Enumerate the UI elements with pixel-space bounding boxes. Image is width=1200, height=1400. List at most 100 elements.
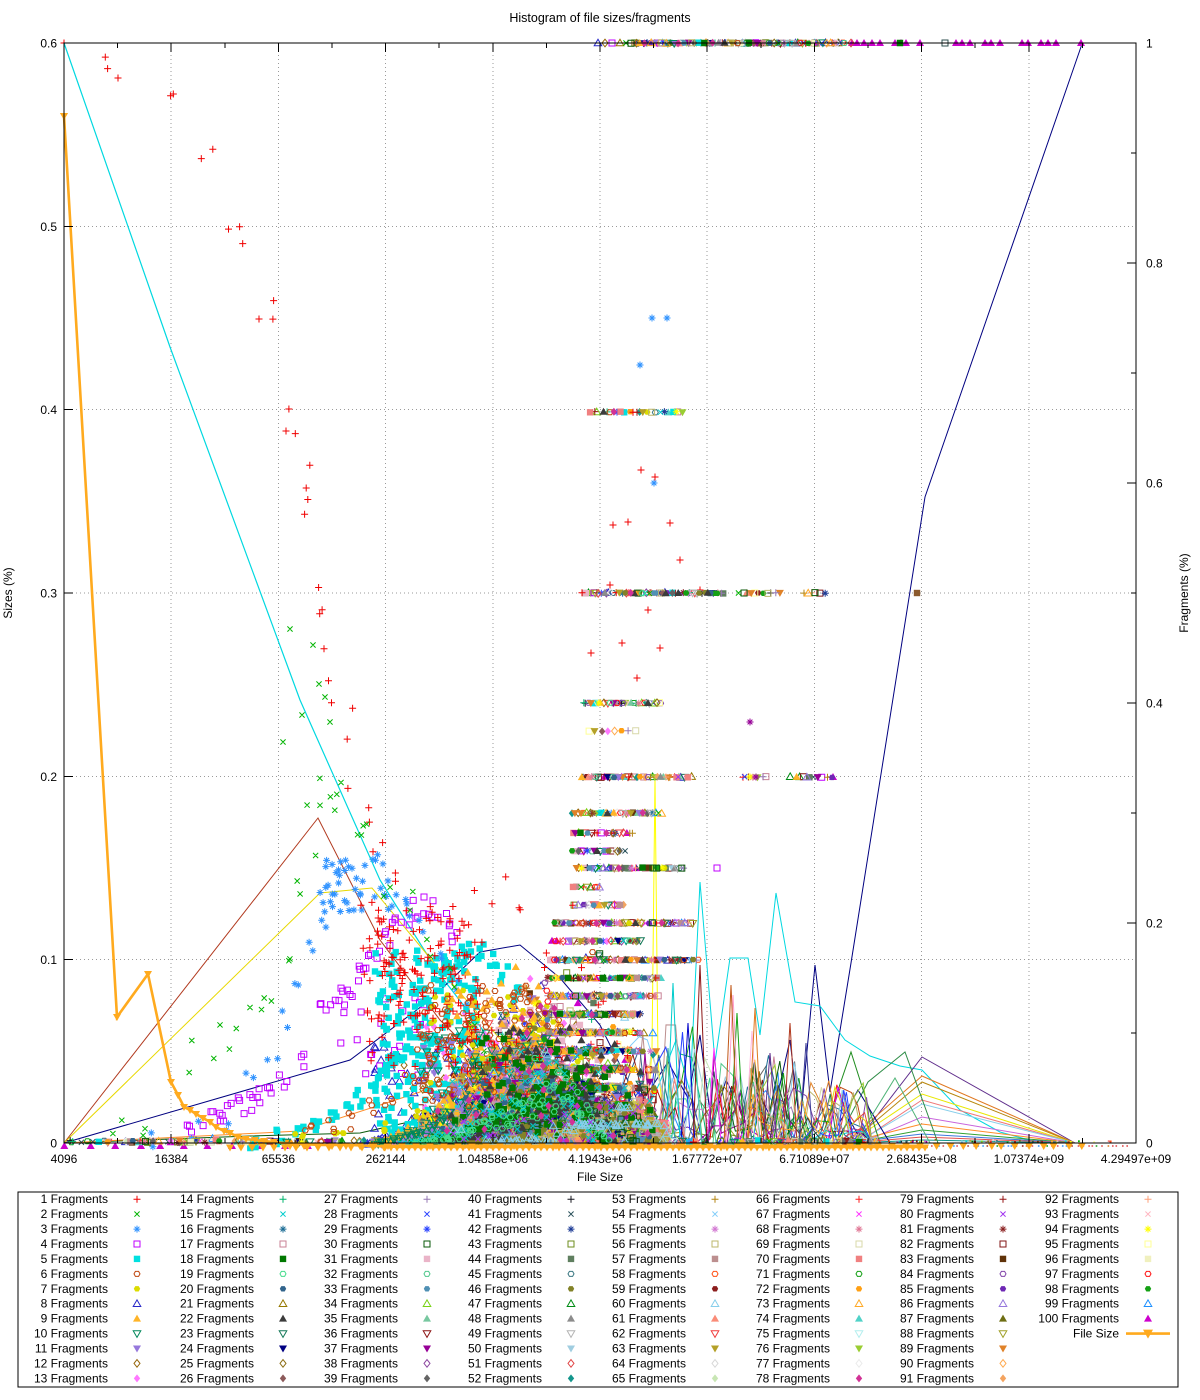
svg-text:18 Fragments: 18 Fragments [180, 1252, 254, 1266]
svg-text:0.2: 0.2 [40, 770, 57, 784]
svg-text:File Size: File Size [577, 1170, 623, 1184]
svg-text:19 Fragments: 19 Fragments [180, 1267, 254, 1281]
svg-text:89 Fragments: 89 Fragments [900, 1342, 974, 1356]
svg-text:60 Fragments: 60 Fragments [612, 1297, 686, 1311]
svg-text:75 Fragments: 75 Fragments [756, 1327, 830, 1341]
svg-text:16 Fragments: 16 Fragments [180, 1222, 254, 1236]
svg-text:69 Fragments: 69 Fragments [756, 1237, 830, 1251]
svg-text:33 Fragments: 33 Fragments [324, 1282, 398, 1296]
svg-text:63 Fragments: 63 Fragments [612, 1342, 686, 1356]
svg-text:95 Fragments: 95 Fragments [1045, 1237, 1119, 1251]
svg-text:53 Fragments: 53 Fragments [612, 1192, 686, 1206]
svg-text:40 Fragments: 40 Fragments [468, 1192, 542, 1206]
svg-text:59 Fragments: 59 Fragments [612, 1282, 686, 1296]
svg-text:34 Fragments: 34 Fragments [324, 1297, 398, 1311]
svg-text:87 Fragments: 87 Fragments [900, 1312, 974, 1326]
svg-text:100 Fragments: 100 Fragments [1038, 1312, 1119, 1326]
svg-text:50 Fragments: 50 Fragments [468, 1342, 542, 1356]
svg-text:70 Fragments: 70 Fragments [756, 1252, 830, 1266]
svg-text:9 Fragments: 9 Fragments [41, 1312, 108, 1326]
svg-text:84 Fragments: 84 Fragments [900, 1267, 974, 1281]
svg-text:48 Fragments: 48 Fragments [468, 1312, 542, 1326]
svg-text:2.68435e+08: 2.68435e+08 [886, 1152, 957, 1166]
svg-text:55 Fragments: 55 Fragments [612, 1222, 686, 1236]
svg-text:46 Fragments: 46 Fragments [468, 1282, 542, 1296]
svg-text:78 Fragments: 78 Fragments [756, 1371, 830, 1385]
svg-text:5 Fragments: 5 Fragments [41, 1252, 108, 1266]
svg-text:99 Fragments: 99 Fragments [1045, 1297, 1119, 1311]
svg-text:93 Fragments: 93 Fragments [1045, 1207, 1119, 1221]
svg-text:86 Fragments: 86 Fragments [900, 1297, 974, 1311]
svg-text:1.67772e+07: 1.67772e+07 [672, 1152, 743, 1166]
svg-text:74 Fragments: 74 Fragments [756, 1312, 830, 1326]
svg-text:16384: 16384 [155, 1152, 189, 1166]
svg-text:27 Fragments: 27 Fragments [324, 1192, 398, 1206]
svg-text:File Size: File Size [1073, 1327, 1119, 1341]
svg-text:64 Fragments: 64 Fragments [612, 1356, 686, 1370]
svg-text:30 Fragments: 30 Fragments [324, 1237, 398, 1251]
svg-text:6.71089e+07: 6.71089e+07 [779, 1152, 850, 1166]
svg-text:65 Fragments: 65 Fragments [612, 1371, 686, 1385]
svg-text:0.4: 0.4 [40, 403, 57, 417]
svg-text:80 Fragments: 80 Fragments [900, 1207, 974, 1221]
svg-text:22 Fragments: 22 Fragments [180, 1312, 254, 1326]
svg-text:13 Fragments: 13 Fragments [34, 1371, 108, 1385]
svg-text:15 Fragments: 15 Fragments [180, 1207, 254, 1221]
svg-text:58 Fragments: 58 Fragments [612, 1267, 686, 1281]
svg-text:31 Fragments: 31 Fragments [324, 1252, 398, 1266]
svg-text:41 Fragments: 41 Fragments [468, 1207, 542, 1221]
svg-text:97 Fragments: 97 Fragments [1045, 1267, 1119, 1281]
svg-text:52 Fragments: 52 Fragments [468, 1371, 542, 1385]
svg-text:21 Fragments: 21 Fragments [180, 1297, 254, 1311]
svg-text:0.4: 0.4 [1146, 697, 1163, 711]
svg-text:68 Fragments: 68 Fragments [756, 1222, 830, 1236]
svg-text:92 Fragments: 92 Fragments [1045, 1192, 1119, 1206]
svg-text:23 Fragments: 23 Fragments [180, 1327, 254, 1341]
svg-text:25 Fragments: 25 Fragments [180, 1356, 254, 1370]
svg-text:39 Fragments: 39 Fragments [324, 1371, 398, 1385]
svg-text:0: 0 [50, 1137, 57, 1151]
svg-text:Sizes (%): Sizes (%) [1, 567, 15, 618]
svg-text:38 Fragments: 38 Fragments [324, 1356, 398, 1370]
svg-text:49 Fragments: 49 Fragments [468, 1327, 542, 1341]
svg-text:8 Fragments: 8 Fragments [41, 1297, 108, 1311]
svg-text:76 Fragments: 76 Fragments [756, 1342, 830, 1356]
svg-text:1.07374e+09: 1.07374e+09 [994, 1152, 1065, 1166]
svg-text:43 Fragments: 43 Fragments [468, 1237, 542, 1251]
svg-text:0.6: 0.6 [1146, 477, 1163, 491]
svg-text:47 Fragments: 47 Fragments [468, 1297, 542, 1311]
svg-text:11 Fragments: 11 Fragments [35, 1342, 108, 1356]
svg-text:83 Fragments: 83 Fragments [900, 1252, 974, 1266]
svg-text:17 Fragments: 17 Fragments [180, 1237, 254, 1251]
svg-text:26 Fragments: 26 Fragments [180, 1371, 254, 1385]
svg-text:0.6: 0.6 [40, 37, 57, 51]
svg-text:66 Fragments: 66 Fragments [756, 1192, 830, 1206]
svg-text:4.1943e+06: 4.1943e+06 [568, 1152, 632, 1166]
svg-text:0.2: 0.2 [1146, 917, 1163, 931]
svg-text:51 Fragments: 51 Fragments [468, 1356, 542, 1370]
svg-text:1: 1 [1146, 37, 1153, 51]
svg-text:79 Fragments: 79 Fragments [900, 1192, 974, 1206]
svg-text:24 Fragments: 24 Fragments [180, 1342, 254, 1356]
svg-text:6 Fragments: 6 Fragments [41, 1267, 108, 1281]
svg-text:57 Fragments: 57 Fragments [612, 1252, 686, 1266]
svg-text:3 Fragments: 3 Fragments [41, 1222, 108, 1236]
svg-text:44 Fragments: 44 Fragments [468, 1252, 542, 1266]
svg-text:37 Fragments: 37 Fragments [324, 1342, 398, 1356]
svg-text:85 Fragments: 85 Fragments [900, 1282, 974, 1296]
svg-text:91 Fragments: 91 Fragments [900, 1371, 974, 1385]
svg-text:4 Fragments: 4 Fragments [41, 1237, 108, 1251]
svg-text:90 Fragments: 90 Fragments [900, 1356, 974, 1370]
svg-text:Fragments (%): Fragments (%) [1177, 553, 1191, 632]
svg-text:65536: 65536 [262, 1152, 296, 1166]
svg-text:0.5: 0.5 [40, 220, 57, 234]
svg-text:29 Fragments: 29 Fragments [324, 1222, 398, 1236]
svg-text:71 Fragments: 71 Fragments [756, 1267, 830, 1281]
svg-text:7 Fragments: 7 Fragments [41, 1282, 108, 1296]
svg-text:67 Fragments: 67 Fragments [756, 1207, 830, 1221]
svg-text:96 Fragments: 96 Fragments [1045, 1252, 1119, 1266]
svg-text:1.04858e+06: 1.04858e+06 [458, 1152, 529, 1166]
svg-text:262144: 262144 [366, 1152, 406, 1166]
svg-text:0.1: 0.1 [40, 953, 57, 967]
svg-text:61 Fragments: 61 Fragments [612, 1312, 686, 1326]
